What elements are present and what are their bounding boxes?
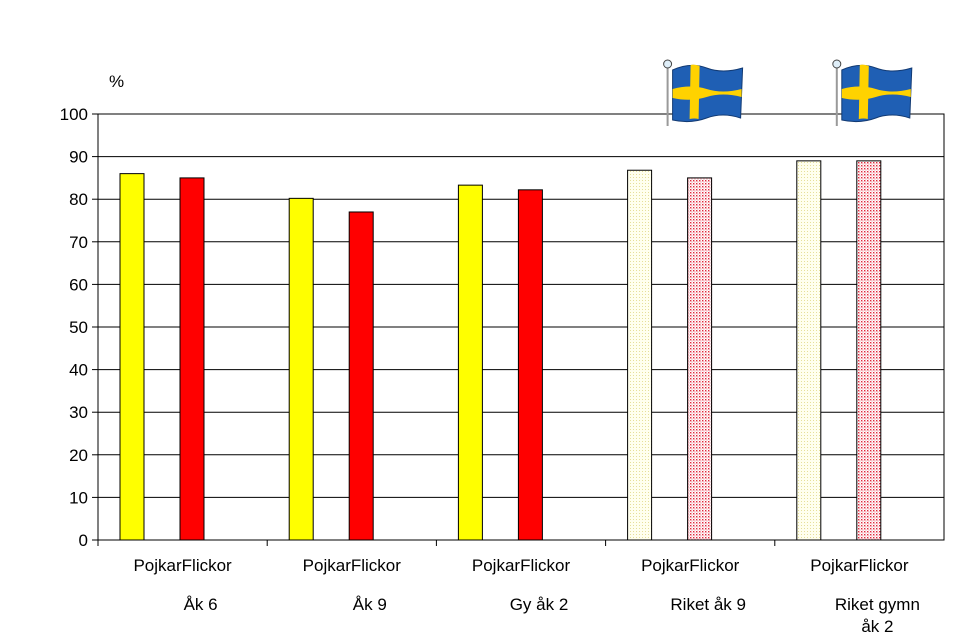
bar-flickor-4 bbox=[687, 177, 713, 541]
y-tick-label: 20 bbox=[69, 446, 88, 465]
category-label: PojkarFlickor bbox=[810, 556, 909, 575]
bar-flickor-3 bbox=[517, 189, 543, 541]
category-label-flickor: Flickor bbox=[182, 556, 232, 575]
category-label-pojkar: Pojkar bbox=[472, 556, 521, 575]
flags bbox=[663, 59, 913, 126]
bars bbox=[119, 160, 882, 541]
bar-flickor-5 bbox=[856, 160, 882, 541]
flag-cross-horizontal bbox=[841, 86, 911, 100]
y-tick-label: 10 bbox=[69, 488, 88, 507]
category-label-pojkar: Pojkar bbox=[303, 556, 352, 575]
y-tick-label: 90 bbox=[69, 148, 88, 167]
category-label-pojkar: Pojkar bbox=[641, 556, 690, 575]
y-tick-label: 40 bbox=[69, 361, 88, 380]
category-label: PojkarFlickor bbox=[133, 556, 232, 575]
bar-flickor-1 bbox=[179, 177, 205, 541]
swedish-flag-icon bbox=[663, 59, 744, 126]
group-label: Riket gymn bbox=[835, 595, 920, 614]
category-label: PojkarFlickor bbox=[303, 556, 402, 575]
category-label-flickor: Flickor bbox=[689, 556, 739, 575]
bar-pojkar-5 bbox=[796, 160, 822, 541]
category-label-flickor: Flickor bbox=[351, 556, 401, 575]
bar-pojkar-3 bbox=[457, 184, 483, 541]
bar-pojkar-1 bbox=[119, 173, 145, 541]
y-unit-label: % bbox=[109, 72, 124, 91]
category-label: PojkarFlickor bbox=[641, 556, 740, 575]
y-tick-label: 0 bbox=[79, 531, 88, 550]
bar-pojkar-4 bbox=[627, 169, 653, 541]
group-label: Gy åk 2 bbox=[510, 595, 569, 614]
flag-cross-horizontal bbox=[672, 86, 742, 100]
category-label: PojkarFlickor bbox=[472, 556, 571, 575]
category-label-flickor: Flickor bbox=[858, 556, 908, 575]
category-label-pojkar: Pojkar bbox=[133, 556, 182, 575]
category-label-pojkar: Pojkar bbox=[810, 556, 859, 575]
y-tick-label: 80 bbox=[69, 190, 88, 209]
y-tick-label: 100 bbox=[60, 105, 88, 124]
y-tick-label: 60 bbox=[69, 275, 88, 294]
category-label-flickor: Flickor bbox=[520, 556, 570, 575]
group-label: Åk 6 bbox=[184, 595, 218, 614]
group-label: Åk 9 bbox=[353, 595, 387, 614]
bar-flickor-2 bbox=[348, 211, 374, 541]
y-tick-label: 50 bbox=[69, 318, 88, 337]
group-label: Riket åk 9 bbox=[670, 595, 746, 614]
y-tick-label: 70 bbox=[69, 233, 88, 252]
flag-pole-knob bbox=[663, 59, 673, 69]
axes bbox=[92, 113, 944, 546]
flag-pole-knob bbox=[832, 59, 842, 69]
swedish-flag-icon bbox=[832, 59, 913, 126]
bar-pojkar-2 bbox=[288, 197, 314, 541]
group-label: åk 2 bbox=[861, 617, 893, 636]
y-tick-label: 30 bbox=[69, 403, 88, 422]
